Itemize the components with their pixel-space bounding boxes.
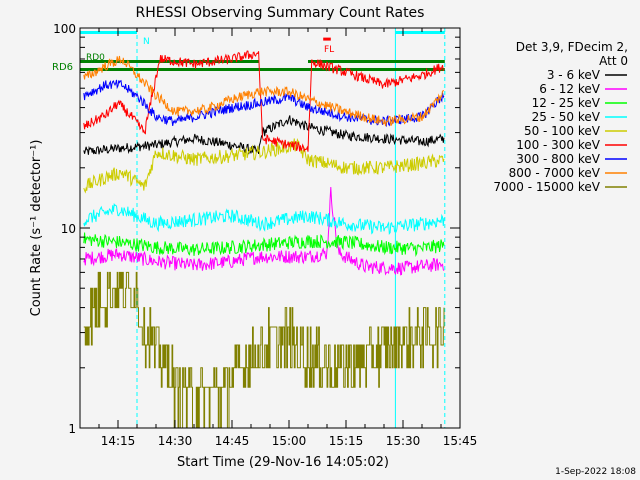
x-tick-label: 15:45 <box>443 434 478 448</box>
x-tick-label: 14:45 <box>215 434 250 448</box>
series-lines <box>83 50 445 428</box>
series-line <box>83 79 445 128</box>
series-line <box>83 137 445 194</box>
x-tick-label: 15:15 <box>329 434 364 448</box>
legend-label: 6 - 12 keV <box>539 82 601 96</box>
legend-label: 12 - 25 keV <box>532 96 601 110</box>
flag-label-n: N <box>143 37 150 47</box>
y-tick-label: 10 <box>61 222 76 236</box>
x-tick-label: 14:30 <box>158 434 193 448</box>
legend-label: 3 - 6 keV <box>547 68 601 82</box>
legend-label: 800 - 7000 keV <box>509 166 601 180</box>
legend-label: 25 - 50 keV <box>532 110 601 124</box>
footer-date: 1-Sep-2022 18:08 <box>555 467 636 477</box>
flag-label-rd0: RD0 <box>86 53 105 63</box>
legend-label: 50 - 100 keV <box>524 124 601 138</box>
legend-label: 100 - 300 keV <box>516 138 600 152</box>
chart-title: RHESSI Observing Summary Count Rates <box>136 5 425 21</box>
series-line <box>83 115 445 155</box>
x-tick-label: 15:00 <box>272 434 307 448</box>
flag-bars <box>80 30 445 72</box>
x-tick-label: 15:30 <box>386 434 421 448</box>
axes: 1 10 100 14:15 14:30 14:45 15:00 15:15 15:30 15:4… <box>53 22 477 448</box>
legend-header-line-2: Att 0 <box>599 54 628 68</box>
series-line <box>83 271 445 428</box>
legend-header-line-1: Det 3,9, FDecim 2, <box>516 40 628 54</box>
series-line <box>83 232 445 257</box>
flag-label-fl: FL <box>324 45 334 55</box>
y-tick-label: 1 <box>68 422 76 436</box>
series-line <box>83 50 445 153</box>
series-line <box>83 55 444 127</box>
x-tick-label: 14:15 <box>101 434 136 448</box>
y-axis-label: Count Rate (s⁻¹ detector⁻¹) <box>29 140 44 317</box>
series-line <box>83 186 445 276</box>
series-line <box>83 202 445 236</box>
flag-label-rd6: RD6 <box>52 62 73 73</box>
x-axis-label: Start Time (29-Nov-16 14:05:02) <box>177 455 389 470</box>
legend-label: 300 - 800 keV <box>516 152 600 166</box>
legend-label: 7000 - 15000 keV <box>493 180 600 194</box>
y-tick-label: 100 <box>53 22 76 36</box>
